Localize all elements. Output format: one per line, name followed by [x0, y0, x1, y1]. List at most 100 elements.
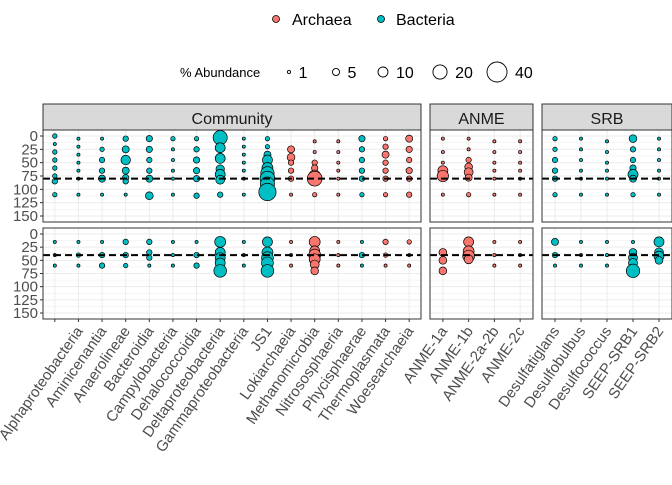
data-point-nitrososphaeria [336, 160, 341, 165]
data-point-desulfobulbus [579, 192, 583, 197]
x-axis: AlphaproteobacteriaAminicenantiaAnaeroli… [0, 319, 667, 456]
data-point-deltaproteobacteria [213, 264, 227, 278]
data-point-woesearchaeia [405, 167, 413, 175]
data-point-thermoplasmata [382, 167, 389, 174]
data-point-campylobacteria [171, 158, 175, 162]
data-point-seep-srb1 [631, 239, 635, 244]
data-point-acidobacteria [52, 157, 58, 163]
data-point-seep-srb1 [625, 263, 641, 278]
data-point-desulfococcus [605, 263, 609, 268]
data-point-alphaproteobacteria [76, 144, 81, 149]
data-point-anme-1a [440, 136, 445, 141]
data-point-methanomicrobia [312, 150, 317, 154]
data-point-nitrososphaeria [336, 239, 341, 244]
data-point-bacteroidia [146, 167, 153, 174]
data-point-anme-1b [466, 136, 471, 141]
data-point-woesearchaeia [406, 191, 413, 198]
data-point-anme-1b [463, 236, 474, 248]
data-point-anme-1b [463, 254, 474, 265]
data-point-gammaproteobacteria [241, 152, 246, 157]
data-point-anme-2c [518, 192, 523, 197]
data-point-dehalococcoidia [193, 262, 200, 269]
data-point-js1 [260, 264, 275, 278]
legend-size-circle-1 [286, 69, 292, 75]
data-point-campylobacteria [171, 168, 175, 173]
y-tick-label-25: 25 [21, 239, 38, 256]
data-point-seep-srb2 [657, 168, 661, 173]
legend-size-circle-5 [332, 68, 340, 76]
panel-border [541, 129, 672, 223]
data-point-desulfobulbus [579, 136, 583, 141]
data-point-acidobacteria [52, 149, 58, 155]
data-point-js1 [262, 236, 273, 248]
legend-archaea-swatch [272, 15, 280, 23]
data-point-aminicenantia [99, 146, 105, 152]
data-point-anme-1a [440, 192, 445, 197]
data-point-dehalococcoidia [193, 136, 200, 142]
data-point-alphaproteobacteria [76, 160, 81, 165]
data-point-nitrososphaeria [336, 176, 341, 181]
data-point-alphaproteobacteria [76, 152, 81, 157]
data-point-anme-2c [518, 139, 523, 144]
data-point-js1 [264, 136, 271, 142]
data-point-campylobacteria [171, 176, 175, 181]
data-point-anme-2a-2b [492, 239, 497, 244]
y-tick-label-50: 50 [21, 252, 38, 269]
data-point-aminicenantia [100, 136, 104, 141]
data-point-anme-1a [440, 150, 445, 154]
data-point-campylobacteria [171, 263, 175, 268]
data-point-deltaproteobacteria [215, 174, 226, 185]
data-point-gammaproteobacteria [241, 168, 246, 173]
data-point-woesearchaeia [407, 263, 412, 268]
data-point-thermoplasmata [382, 136, 389, 142]
data-point-phycisphaerae [358, 167, 366, 174]
panel-border [429, 227, 534, 320]
data-point-gammaproteobacteria [241, 136, 246, 141]
data-point-aminicenantia [98, 167, 106, 174]
data-point-seep-srb1 [629, 146, 637, 153]
data-point-desulfatiglans [552, 136, 558, 142]
data-point-methanomicrobia [310, 266, 319, 276]
data-point-anme-2a-2b [492, 263, 497, 268]
data-point-aminicenantia [100, 192, 104, 197]
legend-size-label-20: 20 [455, 65, 473, 82]
data-point-thermoplasmata [381, 150, 390, 159]
data-point-anme-2a-2b [492, 168, 497, 173]
y-tick-label-100: 100 [13, 181, 38, 198]
data-point-campylobacteria [171, 192, 175, 197]
data-point-anme-2a-2b [492, 150, 497, 154]
data-point-anme-1a [436, 169, 449, 183]
data-point-desulfobulbus [579, 239, 583, 244]
data-point-bacteroidia [146, 238, 153, 245]
data-point-acidobacteria [52, 173, 58, 179]
data-point-acidobacteria [52, 239, 57, 244]
data-point-nitrososphaeria [336, 253, 341, 257]
y-tick-label-25: 25 [21, 141, 38, 158]
data-point-alphaproteobacteria [76, 192, 81, 197]
data-point-anme-1b [466, 192, 472, 198]
data-point-bacteroidia [145, 191, 154, 200]
data-point-dehalococcoidia [194, 239, 199, 244]
data-point-lokiarchaeia [289, 192, 293, 197]
data-point-desulfococcus [605, 239, 609, 244]
data-point-deltaproteobacteria [217, 191, 224, 198]
data-point-gammaproteobacteria [241, 239, 246, 244]
data-point-anaerolineae [122, 135, 129, 142]
legend-size-label-40: 40 [515, 65, 533, 82]
y-tick-label-0: 0 [30, 128, 38, 145]
data-point-campylobacteria [171, 253, 175, 257]
data-point-desulfatiglans [551, 238, 559, 246]
data-point-anaerolineae [120, 154, 131, 166]
data-point-desulfobulbus [579, 168, 583, 173]
legend-size-label-10: 10 [396, 65, 414, 82]
data-point-dehalococcoidia [193, 192, 200, 199]
data-point-anme-1a [438, 256, 448, 265]
data-point-lokiarchaeia [287, 159, 295, 166]
data-point-deltaproteobacteria [214, 236, 227, 248]
data-point-seep-srb2 [657, 147, 661, 152]
data-point-anme-2c [518, 168, 523, 173]
data-point-seep-srb2 [653, 236, 665, 248]
data-point-alphaproteobacteria [76, 168, 81, 173]
